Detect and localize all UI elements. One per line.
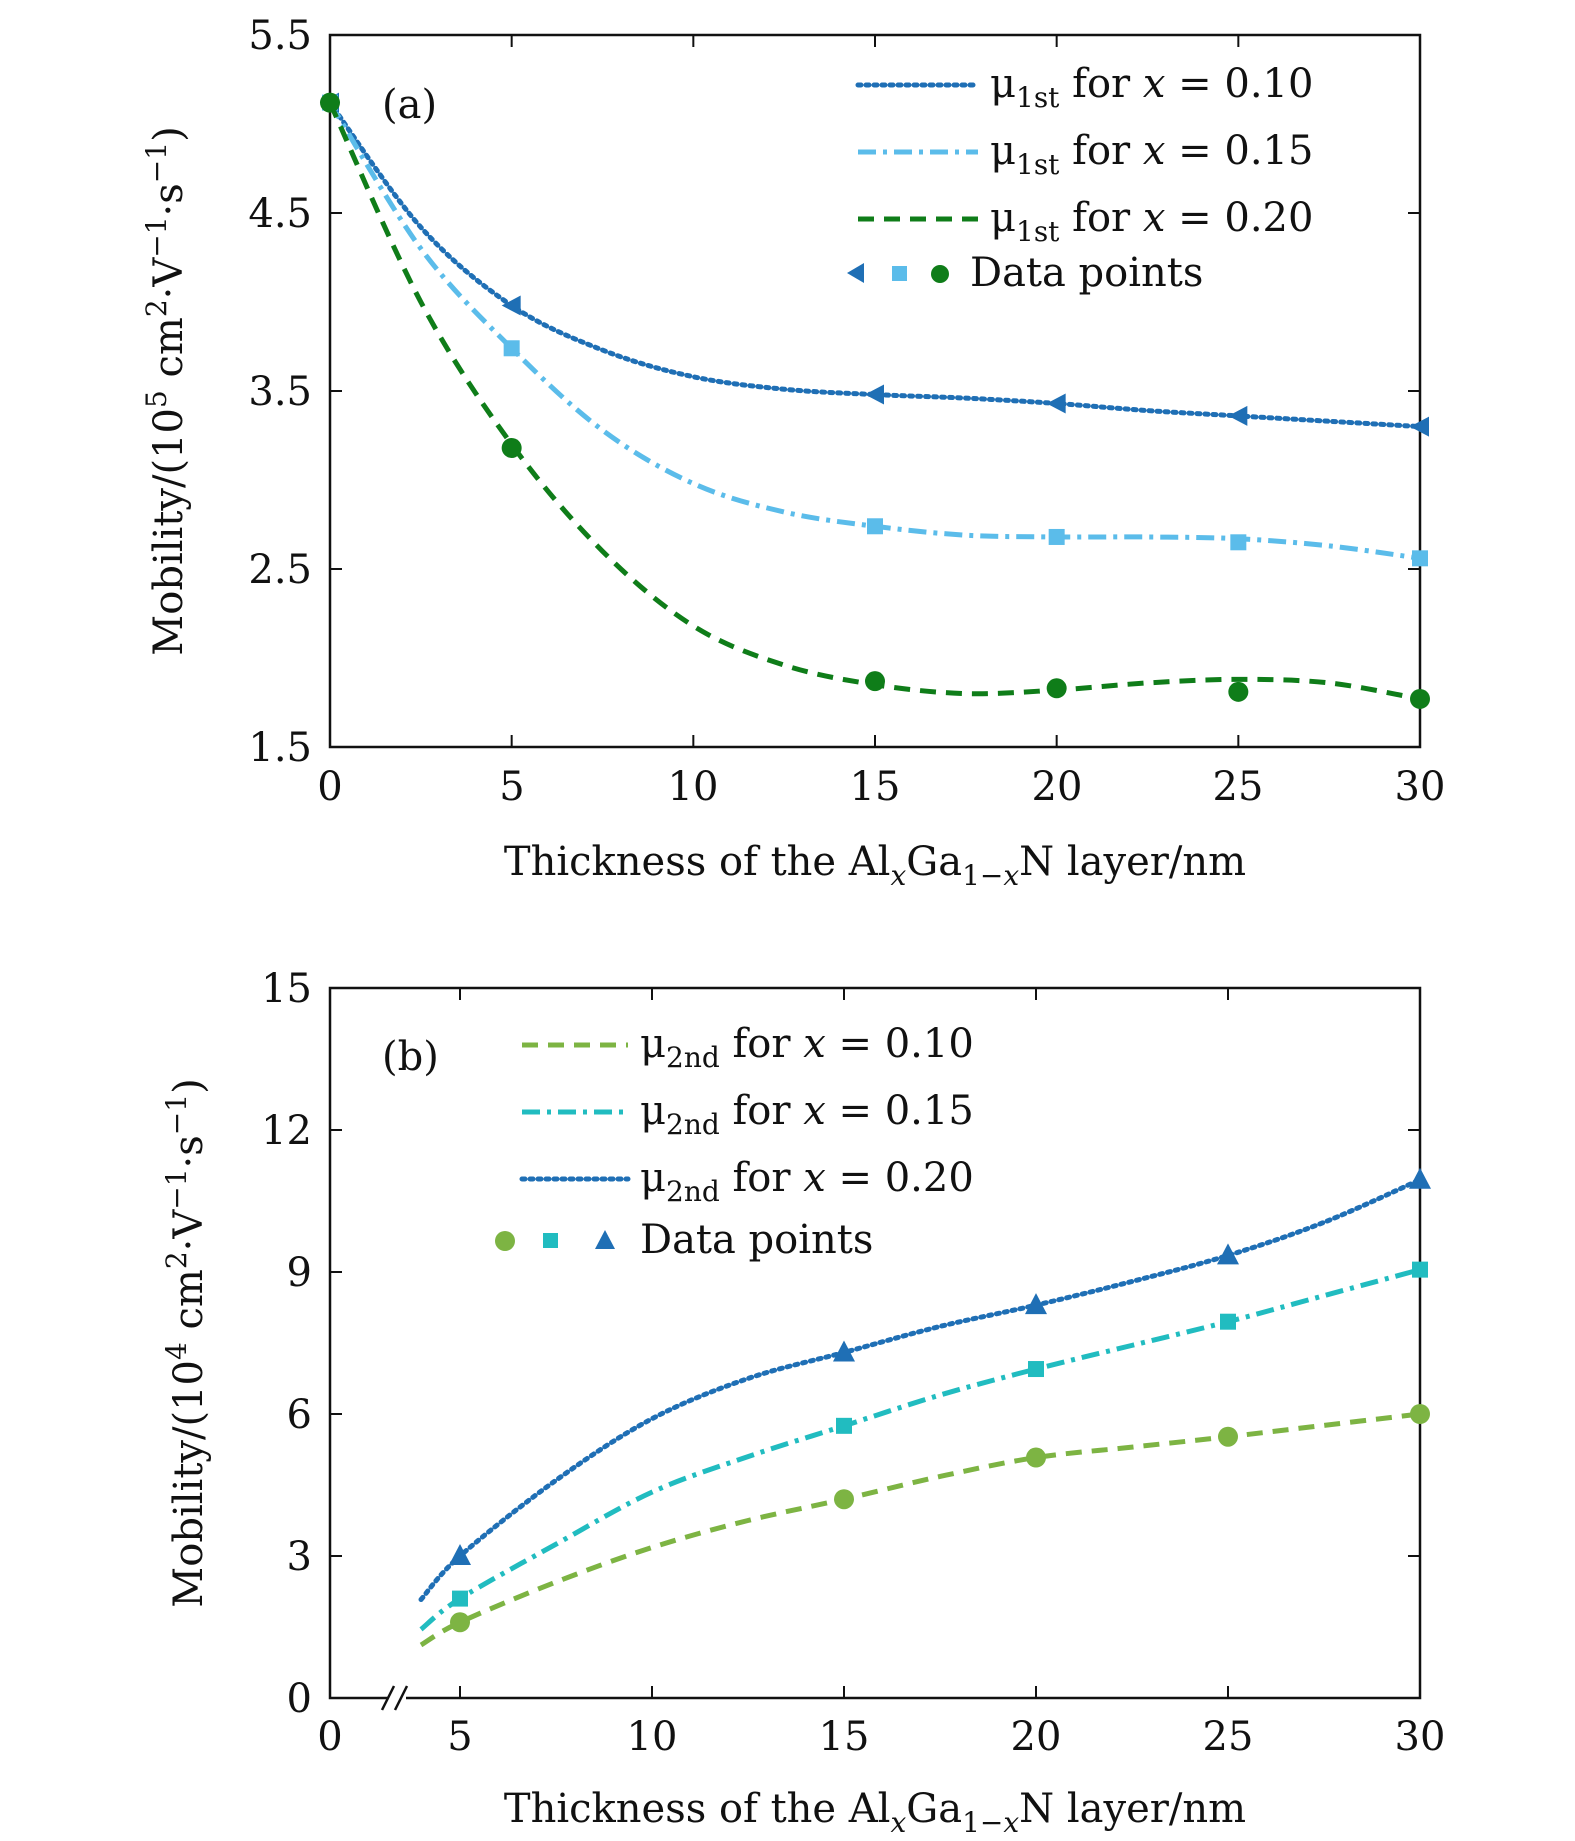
data-point-marker: [1217, 1243, 1239, 1265]
plot-frame-b: [328, 986, 1422, 1700]
axis-break-marker: [380, 1685, 409, 1711]
legend-marker-square: [543, 1233, 558, 1248]
y-axis-ticks-b: 0 3 6 9 12 15: [261, 966, 312, 1722]
series-line-2: [327, 101, 1421, 702]
data-point-marker: [1412, 1261, 1428, 1278]
y-tick-label: 4.5: [248, 191, 312, 237]
data-point-marker: [833, 1340, 855, 1362]
y-tick-label: 12: [261, 1108, 312, 1154]
y-tick-label: 5.5: [248, 13, 312, 59]
legend-label-x015: μ2nd for x = 0.15: [640, 1088, 974, 1141]
x-axis-ticks-a: 0 5 10 15 20 25 30: [317, 764, 1445, 810]
data-point-marker: [1410, 1404, 1430, 1424]
x-tick-label: 10: [627, 1714, 678, 1760]
x-tick-label: 30: [1395, 764, 1446, 810]
data-point-marker: [1028, 1361, 1044, 1378]
x-tick-label: 30: [1395, 1714, 1446, 1760]
data-point-marker: [501, 437, 522, 458]
y-tick-label: 3.5: [248, 369, 312, 415]
data-point-marker: [452, 1590, 468, 1607]
y-axis-ticks-a: 1.5 2.5 3.5 4.5 5.5: [248, 13, 312, 771]
x-tick-label: 20: [1032, 764, 1083, 810]
x-tick-label: 15: [819, 1714, 870, 1760]
y-tick-label: 6: [287, 1392, 312, 1438]
x-tick-label: 10: [668, 764, 719, 810]
legend-label-x020: μ1st for x = 0.20: [990, 195, 1313, 248]
x-tick-label: 25: [1213, 764, 1264, 810]
axis-break-gap: [388, 1690, 406, 1706]
series-line-2: [418, 1177, 1423, 1603]
chart-panel-b: 0 5 10 15 20 25 30 0 3 6 9 12 15 Thickne…: [160, 966, 1445, 1839]
legend-label-x015: μ1st for x = 0.15: [990, 128, 1313, 181]
legend-a: μ1st for x = 0.10 μ1st for x = 0.15 μ1st…: [847, 61, 1313, 296]
chart-panel-a: 0 5 10 15 20 25 30 1.5 2.5 3.5 4.5 5.5 T…: [140, 13, 1445, 892]
data-point-marker: [1228, 681, 1249, 702]
data-point-marker: [1409, 1167, 1431, 1189]
data-point-marker: [450, 1612, 470, 1633]
data-point-marker: [865, 671, 885, 692]
legend-label-x010: μ1st for x = 0.10: [990, 61, 1313, 114]
data-point-marker: [865, 384, 884, 405]
x-axis-ticks-b: 0 5 10 15 20 25 30: [317, 1714, 1445, 1760]
legend-marker-square: [892, 266, 907, 281]
y-tick-label: 15: [261, 966, 312, 1012]
x-tick-label: 0: [317, 1714, 342, 1760]
data-point-marker: [836, 1417, 852, 1434]
legend-marker-triangle-left: [847, 263, 864, 283]
data-point-marker: [1218, 1426, 1238, 1447]
x-tick-label: 25: [1203, 1714, 1254, 1760]
data-point-marker: [867, 518, 883, 535]
series-line-0: [419, 1411, 1421, 1648]
data-point-marker: [1230, 534, 1247, 551]
y-axis-title-b: Mobility/(104 cm2·V−1·s−1): [160, 1078, 212, 1607]
legend-b: μ2nd for x = 0.10 μ2nd for x = 0.15 μ2nd…: [495, 1021, 974, 1263]
data-point-marker: [1046, 393, 1066, 414]
legend-marker-circle: [495, 1231, 515, 1251]
x-axis-title-a: Thickness of the AlxGa1−xN layer/nm: [504, 839, 1246, 892]
x-tick-label: 5: [499, 764, 524, 810]
legend-marker-triangle-up: [595, 1230, 615, 1249]
y-tick-label: 0: [287, 1676, 312, 1722]
data-point-marker: [449, 1544, 471, 1565]
panel-label-a: (a): [382, 82, 437, 128]
data-point-marker: [1220, 1313, 1236, 1330]
y-tick-label: 3: [287, 1534, 312, 1580]
series-markers-a: [320, 92, 1430, 709]
x-tick-label: 20: [1011, 1714, 1062, 1760]
data-point-marker: [1410, 688, 1430, 709]
panel-label-b: (b): [382, 1034, 439, 1080]
data-point-marker: [503, 340, 520, 357]
series-curves-a: [327, 100, 1423, 702]
series-curves-b: [418, 1177, 1423, 1648]
data-point-marker: [1025, 1293, 1047, 1315]
data-point-marker: [1046, 678, 1067, 699]
series-markers-b: [449, 1167, 1431, 1633]
y-tick-label: 1.5: [248, 725, 312, 771]
y-tick-label: 2.5: [248, 547, 312, 593]
legend-label-x010: μ2nd for x = 0.10: [640, 1021, 974, 1074]
y-tick-label: 9: [287, 1250, 312, 1296]
legend-label-x020: μ2nd for x = 0.20: [640, 1155, 974, 1208]
x-tick-label: 15: [850, 764, 901, 810]
x-tick-label: 0: [317, 764, 342, 810]
data-point-marker: [1228, 405, 1248, 426]
data-point-marker: [834, 1489, 854, 1510]
data-point-marker: [1048, 528, 1065, 545]
data-point-marker: [320, 92, 340, 113]
legend-label-data-points-a: Data points: [970, 250, 1203, 296]
x-axis-title-b: Thickness of the AlxGa1−xN layer/nm: [504, 1786, 1246, 1839]
y-axis-title-a: Mobility/(105 cm2·V−1·s−1): [140, 126, 192, 655]
legend-label-data-points-b: Data points: [640, 1217, 873, 1263]
data-point-marker: [1412, 550, 1428, 567]
x-tick-label: 5: [447, 1714, 472, 1760]
data-point-marker: [1410, 416, 1429, 437]
data-point-marker: [501, 295, 521, 316]
tick-marks-a: [329, 34, 1421, 748]
legend-marker-circle: [931, 265, 949, 283]
data-point-marker: [1026, 1447, 1046, 1468]
